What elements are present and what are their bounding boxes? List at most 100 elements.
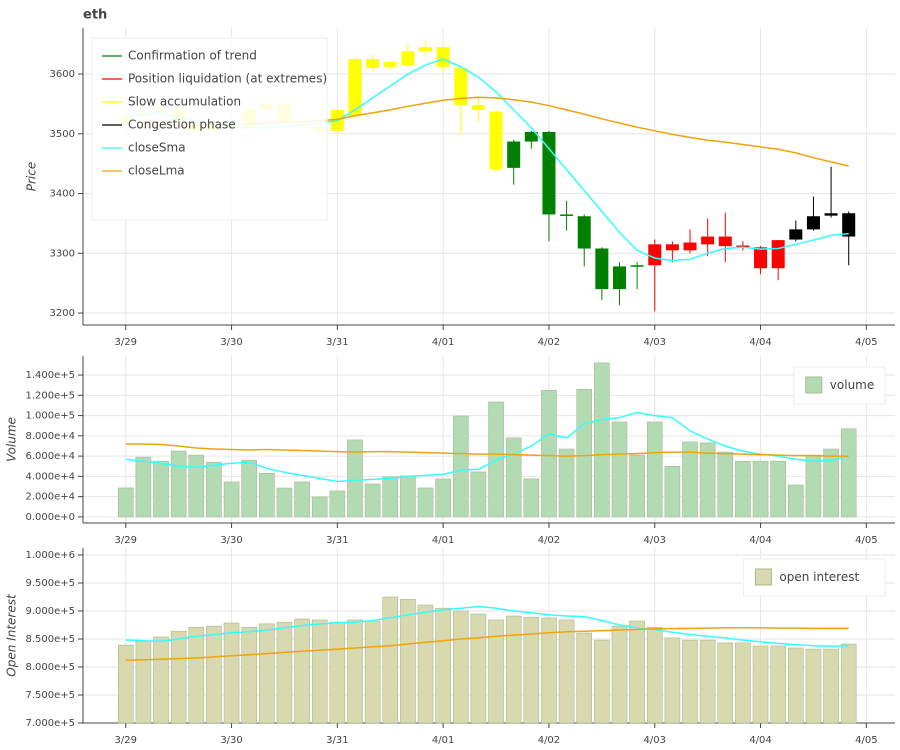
line bbox=[125, 411, 849, 483]
bar bbox=[223, 622, 240, 724]
y-tick-label: 8.500e+5 bbox=[25, 634, 75, 645]
bar bbox=[805, 454, 822, 518]
y-tick-label: 3600 bbox=[50, 69, 75, 80]
bar bbox=[664, 465, 681, 518]
y-tick-label: 9.000e+5 bbox=[25, 606, 75, 617]
legend-label: Confirmation of trend bbox=[128, 49, 257, 63]
bar bbox=[558, 619, 575, 724]
candle-body bbox=[595, 248, 609, 290]
candle-body bbox=[842, 213, 856, 237]
bar bbox=[699, 442, 716, 518]
candle-body bbox=[789, 229, 803, 240]
candle-body bbox=[718, 236, 732, 247]
candle-body bbox=[824, 213, 838, 216]
candle-body bbox=[683, 242, 697, 251]
bar bbox=[400, 598, 416, 724]
candle-body bbox=[665, 244, 679, 251]
bar bbox=[435, 478, 451, 518]
bar bbox=[382, 476, 399, 518]
legend-label: volume bbox=[830, 378, 874, 392]
bar bbox=[417, 487, 434, 518]
candle-body bbox=[771, 240, 785, 269]
bar bbox=[505, 437, 522, 518]
bar bbox=[259, 473, 275, 518]
x-tick-label: 4/04 bbox=[749, 337, 771, 348]
candle-body bbox=[471, 105, 485, 110]
bar bbox=[435, 607, 451, 724]
bar bbox=[823, 648, 839, 724]
line bbox=[125, 627, 849, 662]
bar bbox=[788, 484, 804, 518]
y-axis-label: Price bbox=[25, 162, 39, 191]
bar bbox=[488, 619, 504, 724]
x-tick-label: 3/29 bbox=[115, 735, 137, 746]
y-tick-label: 7.000e+5 bbox=[25, 718, 75, 729]
bar bbox=[823, 448, 839, 518]
bar bbox=[364, 483, 381, 518]
candle-body bbox=[630, 265, 644, 267]
y-tick-label: 3200 bbox=[50, 308, 75, 319]
legend-label: Position liquidation (at extremes) bbox=[128, 72, 327, 86]
y-tick-label: 4.000e+4 bbox=[25, 471, 75, 482]
bar bbox=[576, 632, 593, 724]
y-tick-label: 8.000e+4 bbox=[25, 431, 75, 442]
x-tick-label: 3/29 bbox=[115, 337, 137, 348]
bar bbox=[206, 461, 222, 518]
y-tick-label: 1.000e+6 bbox=[25, 550, 75, 561]
x-tick-label: 4/02 bbox=[538, 535, 560, 546]
candle-body bbox=[577, 216, 591, 249]
legend-label: Congestion phase bbox=[128, 118, 236, 132]
line bbox=[125, 605, 849, 648]
x-tick-label: 4/03 bbox=[644, 735, 666, 746]
bar bbox=[470, 471, 487, 518]
bar bbox=[523, 478, 540, 518]
bar bbox=[470, 613, 487, 724]
legend-box bbox=[91, 37, 328, 221]
bar bbox=[364, 620, 381, 724]
candle-body bbox=[419, 47, 433, 52]
candle-body bbox=[524, 131, 538, 142]
bar bbox=[400, 475, 416, 518]
bar bbox=[206, 625, 222, 724]
y-tick-label: 3400 bbox=[50, 189, 75, 200]
bar bbox=[276, 487, 293, 518]
panel: 7.000e+5 7.500e+5 8.000e+5 8.500e+5 9.000e+5… bbox=[5, 548, 895, 746]
x-tick-label: 4/01 bbox=[432, 535, 454, 546]
bar bbox=[629, 454, 645, 518]
x-tick-label: 4/05 bbox=[855, 337, 877, 348]
bar bbox=[682, 441, 698, 518]
y-tick-label: 1.200e+5 bbox=[25, 390, 75, 401]
bar bbox=[329, 490, 346, 518]
legend-label: closeLma bbox=[128, 164, 185, 178]
bar bbox=[311, 619, 328, 724]
bar bbox=[629, 620, 645, 724]
bar bbox=[241, 626, 257, 724]
bar bbox=[664, 637, 681, 724]
bar bbox=[717, 642, 734, 724]
candle-body bbox=[648, 244, 662, 266]
y-tick-label: 1.000e+5 bbox=[25, 411, 75, 422]
x-tick-label: 3/29 bbox=[115, 535, 137, 546]
candle-body bbox=[612, 266, 626, 290]
bar bbox=[294, 618, 310, 724]
legend: volume bbox=[793, 366, 886, 405]
bar bbox=[646, 626, 663, 724]
line bbox=[125, 443, 849, 457]
bar bbox=[294, 481, 310, 518]
y-tick-label: 6.000e+4 bbox=[25, 451, 75, 462]
y-tick-label: 1.400e+5 bbox=[25, 370, 75, 381]
bar bbox=[523, 616, 540, 724]
x-tick-label: 4/05 bbox=[855, 735, 877, 746]
bar bbox=[840, 643, 857, 724]
bar bbox=[117, 487, 134, 518]
bar bbox=[682, 639, 698, 724]
legend-label: open interest bbox=[779, 570, 859, 584]
bar bbox=[805, 648, 822, 724]
bar bbox=[594, 362, 610, 518]
candle-body bbox=[383, 62, 397, 67]
bar bbox=[558, 448, 575, 518]
legend-label: Slow accumulation bbox=[128, 95, 241, 109]
candle-body bbox=[348, 59, 362, 116]
